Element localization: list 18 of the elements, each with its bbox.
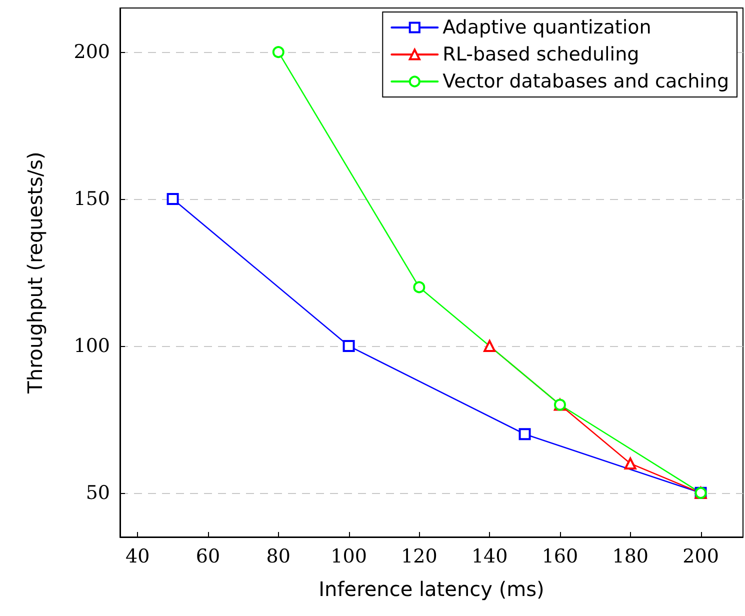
x-tick-label: 200 (682, 546, 719, 568)
y-tick-label: 100 (74, 334, 110, 357)
y-axis-title: Throughput (requests/s) (23, 152, 47, 394)
y-tick-label: 200 (74, 41, 110, 64)
x-tick-label: 120 (401, 546, 438, 568)
y-tick-label: 150 (74, 188, 110, 210)
x-tick-label: 40 (126, 546, 150, 568)
x-tick-label: 180 (612, 546, 648, 568)
legend-label: Vector databases and caching (442, 70, 730, 92)
x-axis-title: Inference latency (ms) (318, 577, 544, 601)
legend-label: Adaptive quantization (442, 16, 652, 38)
x-tick-label: 140 (471, 546, 508, 568)
x-tick-label: 80 (266, 546, 290, 568)
y-tick-label: 50 (86, 482, 110, 504)
x-tick-label: 60 (196, 546, 220, 568)
legend-label: RL-based scheduling (442, 44, 640, 66)
x-tick-label: 100 (330, 546, 367, 568)
x-tick-label: 160 (542, 546, 578, 568)
